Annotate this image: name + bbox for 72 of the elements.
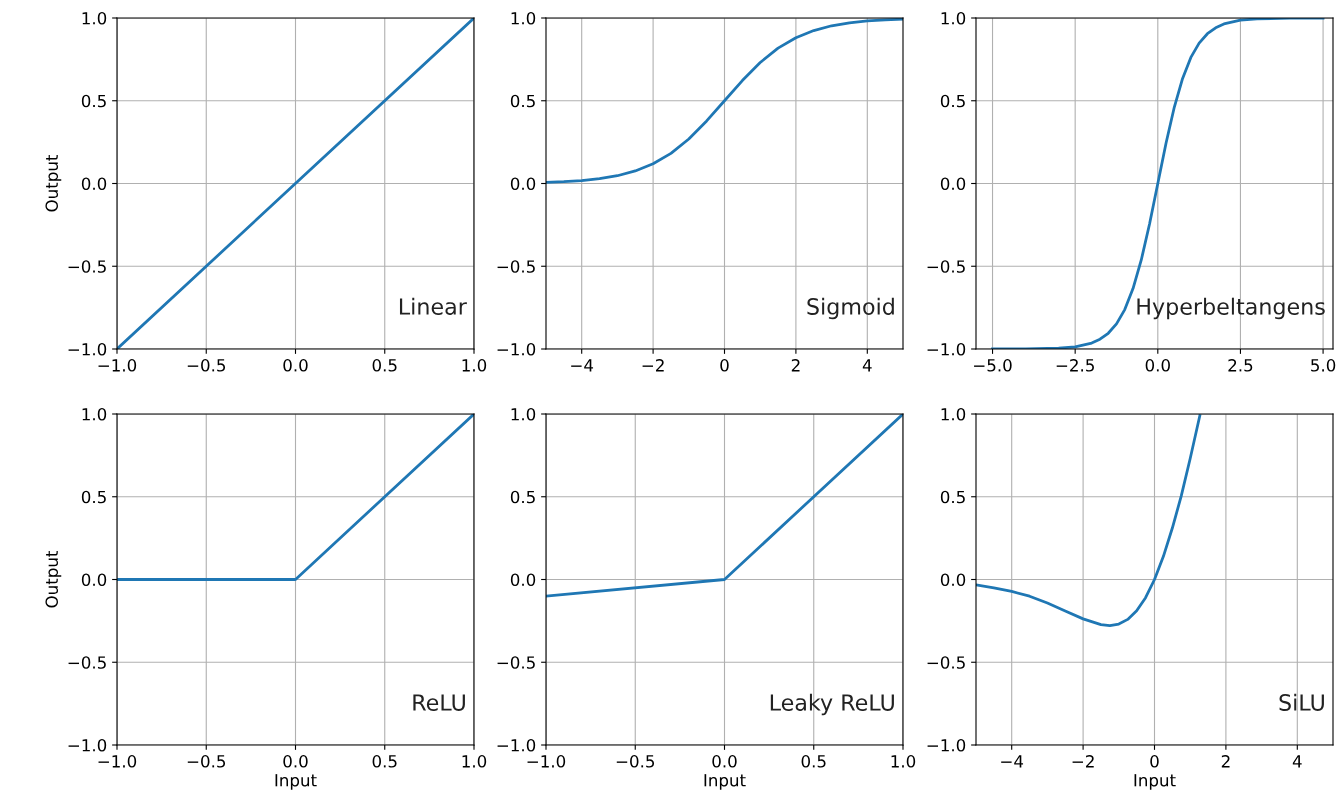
x-tick-label: −5.0 (974, 359, 1012, 372)
x-tick-label: 0.0 (1145, 359, 1170, 372)
x-axis-title: Input (1134, 774, 1176, 790)
x-tick-label: 2 (791, 359, 800, 372)
x-tick-label: 5.0 (1311, 359, 1336, 372)
y-tick-label: 0.0 (81, 573, 107, 587)
annotation: ReLU (413, 694, 465, 711)
x-tick-label: 1.0 (462, 755, 487, 768)
y-tick-label: −0.5 (497, 656, 535, 669)
x-tick-label: −2 (642, 359, 664, 372)
y-tick-label: 0.0 (510, 573, 536, 587)
y-tick-label: −0.5 (68, 260, 106, 273)
x-tick-label: −2 (1072, 755, 1094, 768)
y-tick-label: 0.0 (940, 573, 966, 587)
y-tick-label: −0.5 (68, 656, 106, 669)
y-axis-title: Output (45, 154, 62, 212)
x-tick-label: 0.5 (372, 359, 397, 372)
x-tick-label: 2 (1221, 755, 1230, 768)
y-tick-label: 1.0 (941, 407, 966, 421)
y-tick-label: −0.5 (927, 656, 965, 669)
x-tick-label: 2.5 (1228, 359, 1253, 372)
y-tick-label: −1.0 (497, 738, 536, 752)
annotation: Hyperbeltangens (1137, 297, 1325, 320)
y-axis-title: Output (45, 550, 62, 608)
x-axis-title: Input (275, 774, 317, 790)
y-tick-label: −1.0 (927, 738, 966, 752)
x-tick-label: 0.5 (372, 755, 397, 768)
line-series (976, 414, 1202, 627)
y-tick-label: 0.0 (510, 177, 536, 191)
y-tick-label: −1.0 (497, 342, 536, 356)
y-tick-label: −0.5 (927, 260, 965, 273)
annotation: SiLU (1279, 693, 1324, 711)
y-tick-label: 1.0 (941, 11, 966, 25)
annotation: Leaky ReLU (770, 693, 894, 716)
annotation: Linear (399, 297, 467, 315)
x-tick-label: 1.0 (462, 359, 487, 372)
y-tick-label: 0.5 (940, 94, 965, 108)
x-tick-label: 4 (1292, 755, 1302, 768)
x-tick-label: 4 (862, 359, 872, 372)
x-axis-title: Input (704, 774, 746, 790)
y-tick-label: 0.0 (940, 177, 966, 191)
x-tick-label: −4 (571, 359, 594, 372)
x-tick-label: 0.0 (283, 755, 308, 768)
y-tick-label: −0.5 (497, 260, 535, 273)
x-tick-label: −1.0 (527, 755, 566, 768)
x-tick-label: 0 (720, 359, 729, 372)
y-tick-label: 0.5 (510, 490, 535, 504)
y-tick-label: 1.0 (82, 407, 107, 421)
y-tick-label: 0.5 (81, 490, 106, 504)
x-tick-label: −1.0 (98, 755, 137, 768)
x-tick-label: 0.0 (712, 755, 737, 768)
x-tick-label: 0.5 (801, 755, 826, 768)
x-tick-label: −2.5 (1056, 359, 1094, 372)
x-tick-label: 1.0 (891, 755, 916, 768)
y-tick-label: 0.5 (940, 490, 965, 504)
y-tick-label: −1.0 (68, 342, 107, 356)
x-tick-label: 0 (1150, 755, 1159, 768)
y-tick-label: 0.5 (81, 94, 106, 108)
y-tick-label: −1.0 (927, 342, 966, 356)
x-tick-label: −4 (1001, 755, 1024, 768)
x-tick-label: 0.0 (283, 359, 308, 372)
y-tick-label: 1.0 (82, 11, 107, 25)
x-tick-label: −0.5 (616, 755, 655, 768)
x-tick-label: −0.5 (187, 755, 226, 768)
y-tick-label: −1.0 (68, 738, 107, 752)
annotation: Sigmoid (807, 297, 894, 320)
x-tick-label: −0.5 (187, 359, 226, 372)
y-tick-label: 1.0 (511, 11, 536, 25)
y-tick-label: 1.0 (511, 407, 536, 421)
y-tick-label: 0.5 (510, 94, 535, 108)
x-tick-label: −1.0 (98, 359, 137, 372)
y-tick-label: 0.0 (81, 177, 107, 191)
